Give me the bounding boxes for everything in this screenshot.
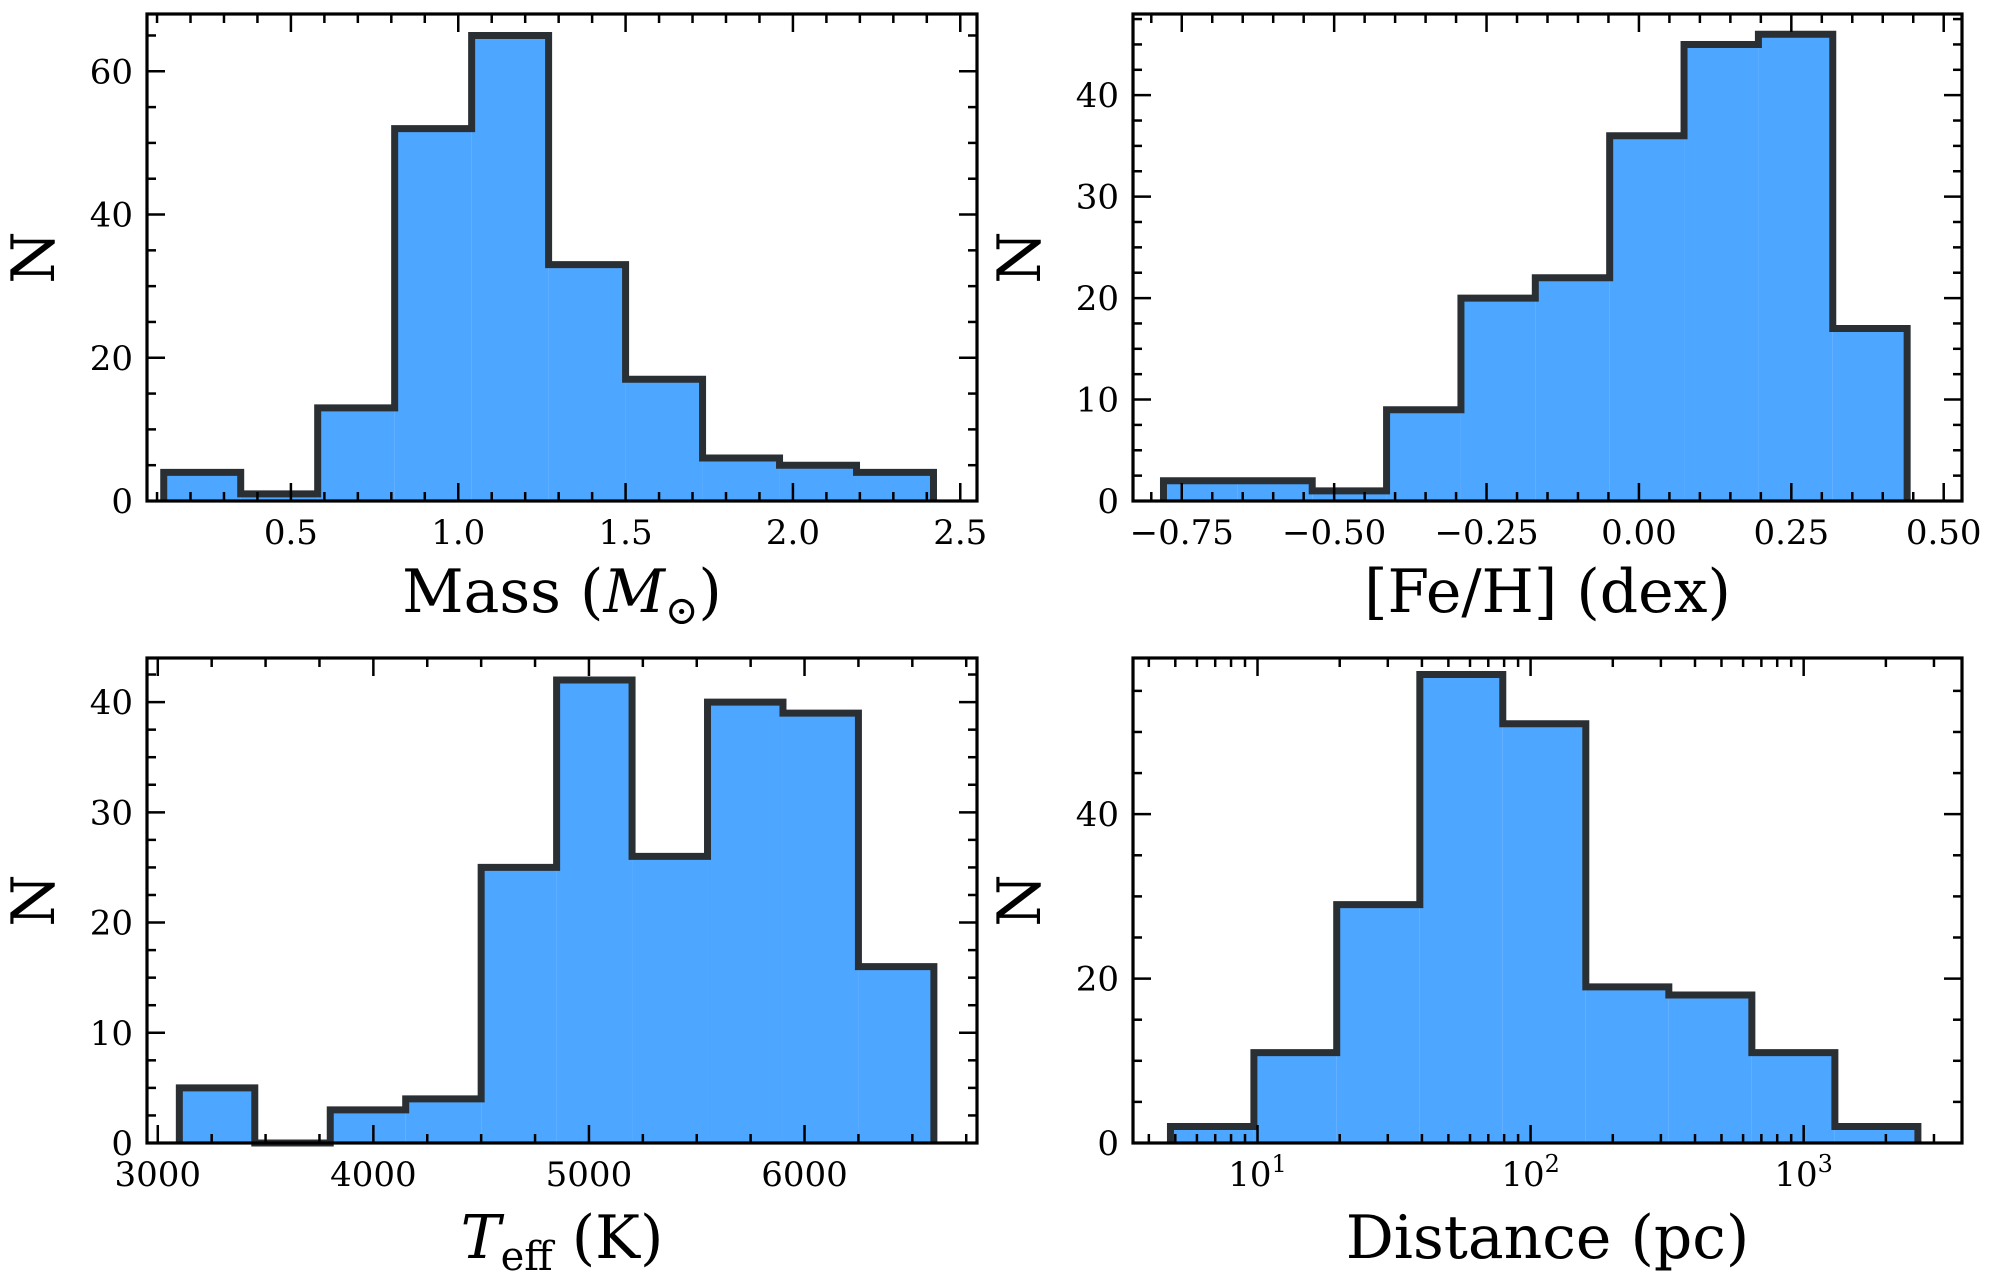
histogram-bar — [1758, 34, 1833, 502]
histogram-bar — [1460, 298, 1536, 501]
histogram-bar — [1419, 674, 1503, 1143]
x-axis-label: [Fe/H] (dex) — [1364, 557, 1731, 627]
axes-frame — [1131, 656, 1964, 1145]
x-tick-label: 5000 — [546, 1155, 633, 1195]
y-tick-label: 40 — [1076, 76, 1119, 116]
histogram-bar — [179, 1087, 255, 1143]
x-tick-label: −0.25 — [1434, 513, 1538, 553]
histogram-bar — [1170, 1126, 1254, 1143]
histogram-bar — [471, 35, 549, 502]
histogram-bar — [1535, 277, 1610, 501]
x-tick-label: 3000 — [115, 1155, 202, 1195]
y-axis-label: N — [0, 874, 69, 927]
x-axis-label: Teff (K) — [461, 1203, 664, 1280]
x-tick-label: 0.50 — [1906, 513, 1982, 553]
histogram-outline — [160, 31, 937, 501]
x-tick-label: 102 — [1501, 1150, 1560, 1195]
x-tick-label: 0.5 — [264, 513, 318, 553]
y-tick-label: 10 — [90, 1014, 133, 1054]
y-tick-label: 20 — [1076, 960, 1119, 1000]
x-tick-label: 0.00 — [1601, 513, 1677, 553]
histogram-bar — [1253, 1052, 1337, 1143]
x-tick-label: 2.0 — [766, 513, 820, 553]
panel-teff-histogram: 3000 4000 5000 6000 0 10 20 30 40 Teff (K) N — [0, 656, 979, 1280]
x-tick-label: 101 — [1228, 1150, 1287, 1195]
panel-metallicity-histogram: −0.75 −0.50 −0.25 0.00 0.25 0.50 0 10 20 30 40 [Fe/… — [985, 12, 1982, 627]
axis-ticks — [147, 658, 977, 1145]
histogram-bar — [1609, 135, 1685, 501]
y-tick-label: 20 — [90, 904, 133, 944]
y-tick-label: 60 — [90, 52, 133, 92]
axis-ticks — [1133, 14, 1962, 503]
histogram-bar — [481, 867, 557, 1143]
histogram-bar — [1336, 904, 1420, 1143]
y-tick-label: 40 — [1076, 795, 1119, 835]
histogram-bar — [548, 264, 626, 501]
y-axis-label: N — [985, 231, 1055, 284]
y-tick-label: 40 — [90, 196, 133, 236]
histogram-bar — [405, 1098, 482, 1143]
histogram-bar — [240, 493, 318, 501]
y-tick-label: 30 — [90, 793, 133, 833]
histogram-bar — [1502, 723, 1586, 1143]
histogram-bars — [163, 35, 934, 502]
x-axis-label: Mass (M⊙) — [402, 557, 722, 634]
axis-ticks — [147, 14, 977, 503]
histogram-bar — [1312, 490, 1387, 501]
histogram-bar — [1832, 328, 1908, 501]
histogram-bars — [1163, 34, 1908, 502]
y-tick-label: 10 — [1076, 381, 1119, 421]
histogram-bar — [1751, 1052, 1835, 1143]
histogram-outline — [1166, 670, 1922, 1143]
y-tick-label: 30 — [1076, 178, 1119, 218]
histogram-bar — [856, 472, 934, 501]
x-tick-label: 1.5 — [599, 513, 653, 553]
x-tick-label: 1.0 — [431, 513, 485, 553]
histogram-bar — [858, 966, 934, 1143]
x-tick-label: −0.50 — [1282, 513, 1386, 553]
x-axis-label: Distance (pc) — [1346, 1203, 1750, 1273]
histogram-bar — [1585, 986, 1669, 1143]
histogram-bar — [556, 680, 633, 1143]
y-axis-label: N — [0, 231, 69, 284]
y-tick-label: 40 — [90, 683, 133, 723]
histogram-outline — [1159, 30, 1911, 501]
y-tick-label: 0 — [111, 482, 133, 522]
histogram-bar — [707, 702, 783, 1143]
x-tick-label: 4000 — [330, 1155, 417, 1195]
x-tick-label: −0.75 — [1130, 513, 1234, 553]
y-tick-label: 20 — [1076, 279, 1119, 319]
histogram-bar — [330, 1109, 406, 1143]
axes-frame — [145, 656, 979, 1145]
x-tick-label: 2.5 — [933, 513, 987, 553]
histogram-bar — [1684, 44, 1759, 501]
histogram-bar — [163, 472, 241, 501]
histogram-bar — [1668, 995, 1752, 1143]
axis-ticks — [1133, 658, 1962, 1145]
y-tick-label: 0 — [1097, 482, 1119, 522]
panel-distance-histogram: 101 102 103 0 20 40 Distance (pc) N — [985, 656, 1964, 1273]
histogram-bar — [632, 856, 708, 1143]
histogram-bar — [782, 713, 859, 1143]
histogram-bars — [179, 680, 934, 1143]
histogram-bar — [317, 407, 395, 501]
histogram-bar — [1834, 1126, 1918, 1143]
y-tick-label: 0 — [111, 1124, 133, 1164]
histogram-bar — [625, 379, 703, 501]
panel-mass-histogram: 0.5 1.0 1.5 2.0 2.5 0 20 40 60 Mass (M⊙) N — [0, 12, 987, 634]
histogram-bar — [1386, 409, 1461, 501]
y-tick-label: 0 — [1097, 1124, 1119, 1164]
histogram-bar — [394, 128, 472, 501]
x-tick-label: 0.25 — [1753, 513, 1829, 553]
y-tick-label: 20 — [90, 339, 133, 379]
histogram-bar — [702, 458, 780, 501]
axes-frame — [145, 12, 979, 503]
x-tick-label: 6000 — [761, 1155, 848, 1195]
histogram-bar — [779, 465, 857, 501]
x-tick-label: 103 — [1774, 1150, 1833, 1195]
histogram-bars — [1170, 674, 1918, 1143]
histogram-bar — [1237, 480, 1313, 501]
y-axis-label: N — [985, 874, 1055, 927]
